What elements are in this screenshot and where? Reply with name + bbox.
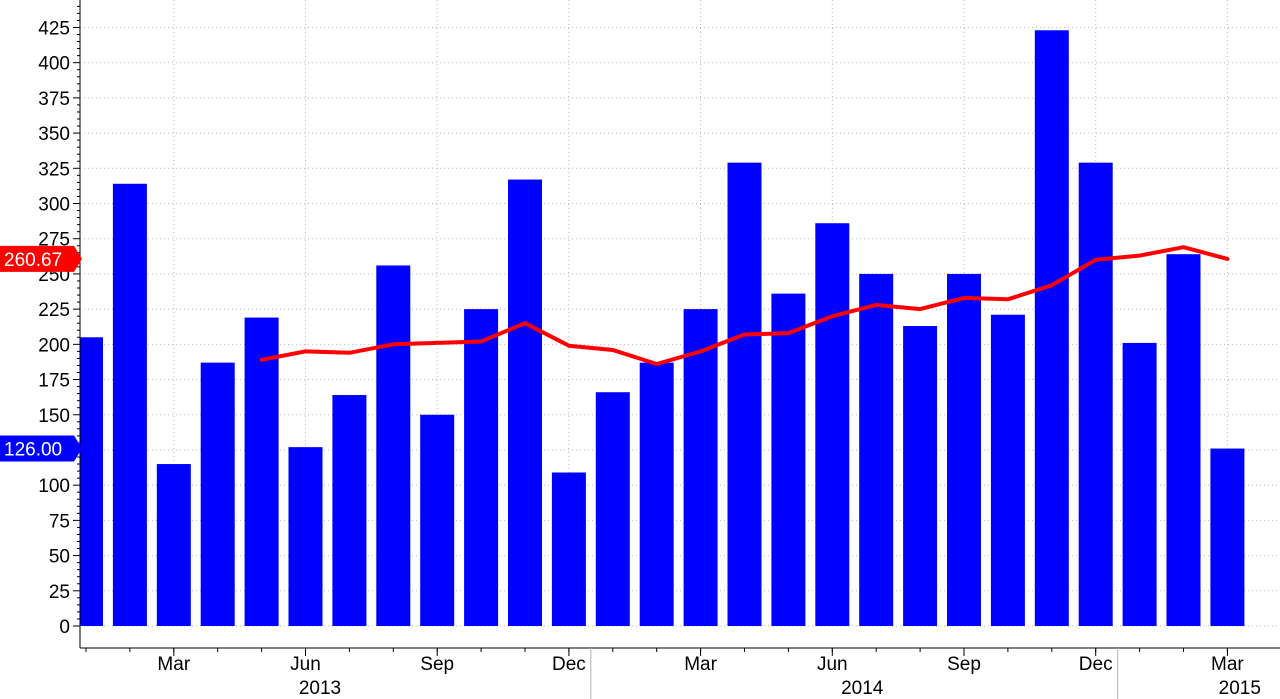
bar (1078, 162, 1113, 627)
bar (1210, 448, 1245, 626)
y-tick-label: 350 (38, 124, 70, 145)
y-tick-label: 375 (38, 89, 70, 110)
y-tick-label: 75 (49, 511, 70, 532)
year-label: 2014 (841, 678, 884, 699)
year-label: 2015 (1219, 678, 1261, 699)
bar (990, 314, 1025, 626)
x-tick-label: Sep (420, 654, 454, 675)
bar (244, 317, 279, 626)
y-tick-label: 275 (38, 230, 70, 251)
bar (1166, 254, 1201, 626)
bar (80, 337, 103, 626)
bar (156, 464, 191, 626)
year-label: 2013 (299, 678, 341, 699)
y-tick-label: 0 (59, 617, 70, 638)
last-value-tag-label: 260.67 (4, 250, 62, 271)
bar (332, 395, 367, 626)
x-tick-label: Dec (1079, 654, 1113, 675)
x-tick-label: Jun (817, 654, 848, 675)
bar (464, 309, 499, 626)
bar (1122, 342, 1157, 626)
bar-series (80, 30, 1245, 627)
x-tick-label: Mar (1211, 654, 1244, 675)
bar (683, 309, 718, 626)
y-tick-label: 200 (38, 335, 70, 356)
moving-average-line (259, 245, 1230, 366)
x-tick-label: Mar (157, 654, 190, 675)
bar (1034, 30, 1069, 626)
bar (859, 273, 894, 626)
axes: 0255075100125150175200225250275300325350… (38, 0, 1280, 699)
bar (639, 362, 674, 626)
y-tick-label: 150 (38, 406, 70, 427)
y-tick-label: 25 (49, 582, 70, 603)
bar (771, 293, 806, 626)
last-value-tag-label: 126.00 (4, 440, 62, 461)
y-tick-label: 300 (38, 195, 70, 216)
bar (112, 183, 147, 627)
y-tick-label: 175 (38, 371, 70, 392)
bar (551, 472, 586, 626)
bar (595, 392, 630, 626)
bar (815, 223, 850, 626)
x-tick-label: Mar (684, 654, 717, 675)
x-tick-label: Sep (947, 654, 981, 675)
bar (508, 179, 542, 626)
bar (947, 273, 981, 626)
x-tick-label: Dec (552, 654, 586, 675)
y-tick-label: 400 (38, 54, 70, 75)
y-tick-label: 325 (38, 159, 70, 180)
bar (903, 326, 938, 626)
last-value-tags: 260.67 126.00 (0, 245, 82, 462)
last-value-tag (0, 245, 82, 272)
bar (288, 447, 323, 626)
y-tick-label: 425 (38, 18, 70, 39)
bar (420, 414, 455, 626)
bar (376, 265, 411, 626)
y-tick-label: 50 (49, 547, 70, 568)
bar (200, 362, 235, 626)
y-tick-label: 100 (38, 476, 70, 497)
x-tick-label: Jun (290, 654, 321, 675)
bar (727, 162, 762, 627)
y-tick-label: 225 (38, 300, 70, 321)
last-value-tag (0, 435, 82, 462)
